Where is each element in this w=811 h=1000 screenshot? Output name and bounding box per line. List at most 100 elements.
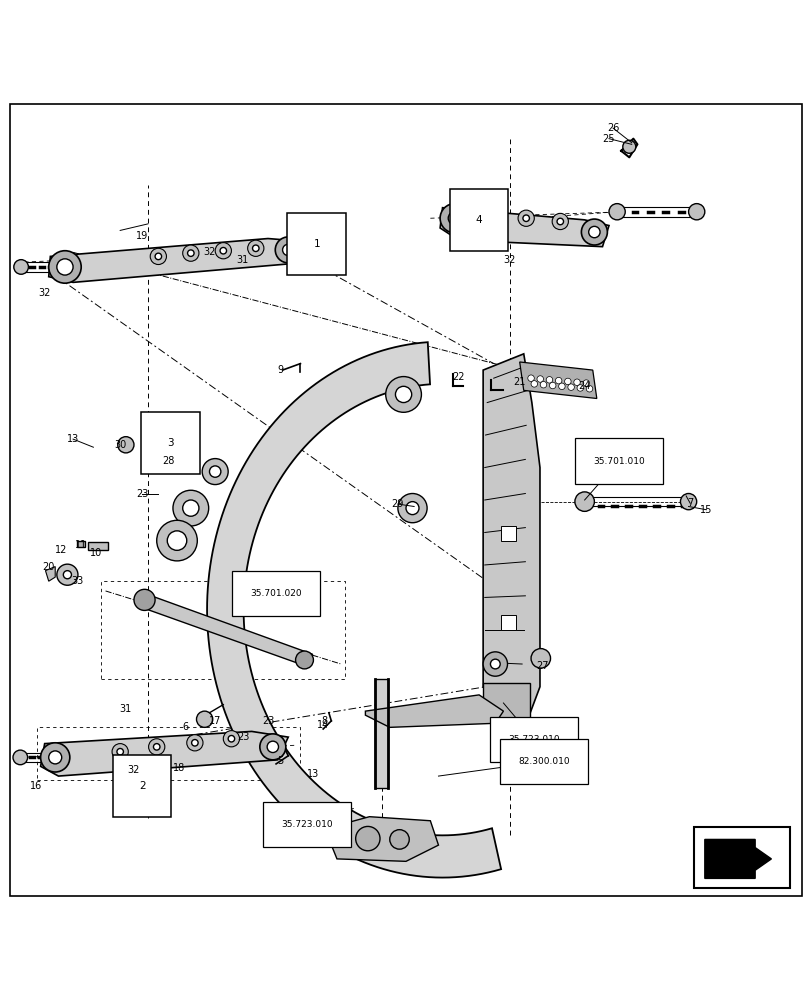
Text: 35.723.010: 35.723.010 [281,820,333,829]
Circle shape [517,210,534,226]
Circle shape [324,822,348,847]
Circle shape [41,743,70,772]
Text: 31: 31 [235,255,248,265]
Text: 14: 14 [316,720,329,730]
Circle shape [247,240,264,256]
Text: 6: 6 [182,722,188,732]
Circle shape [496,213,502,220]
Text: 9: 9 [277,365,283,375]
Text: 29: 29 [391,499,404,509]
Text: 23: 23 [261,716,274,726]
Circle shape [275,237,301,263]
Circle shape [63,571,71,579]
Circle shape [567,384,573,390]
Circle shape [440,204,469,233]
Text: 12: 12 [54,545,67,555]
Circle shape [57,259,73,275]
Circle shape [215,243,231,259]
Text: 35.723.010: 35.723.010 [508,735,560,744]
Text: 13: 13 [306,769,319,779]
Circle shape [191,740,198,746]
Bar [375,679,388,788]
Bar [500,615,515,630]
Circle shape [530,381,537,387]
Circle shape [564,378,570,385]
Polygon shape [519,362,596,398]
Text: 23: 23 [237,732,250,742]
Circle shape [295,651,313,669]
Text: 18: 18 [172,763,185,773]
Circle shape [355,826,380,851]
Text: 32: 32 [38,288,51,298]
Text: 3: 3 [167,438,174,448]
Text: 31: 31 [119,704,132,714]
Circle shape [134,589,155,610]
Text: 27: 27 [535,661,548,671]
Text: 15: 15 [699,505,712,515]
Circle shape [252,245,259,252]
Circle shape [161,456,174,469]
Text: 32: 32 [503,255,516,265]
Circle shape [555,377,561,384]
Circle shape [14,260,28,274]
Polygon shape [483,354,539,719]
Circle shape [173,490,208,526]
Polygon shape [45,567,55,581]
Circle shape [546,377,552,383]
Text: 35.701.010: 35.701.010 [592,457,644,466]
Circle shape [622,140,635,153]
Text: 21: 21 [513,377,526,387]
Text: 10: 10 [89,548,102,558]
Circle shape [182,500,199,516]
Bar [88,542,108,550]
Text: 16: 16 [30,781,43,791]
Circle shape [148,739,165,755]
Circle shape [490,659,500,669]
Circle shape [13,750,28,765]
Polygon shape [49,239,308,282]
Circle shape [389,830,409,849]
Circle shape [49,751,62,764]
Bar [77,541,85,547]
Circle shape [118,437,134,453]
Circle shape [182,245,199,261]
Text: 35.701.020: 35.701.020 [250,589,302,598]
Circle shape [680,494,696,510]
Circle shape [397,494,427,523]
Text: 5: 5 [277,756,283,766]
Circle shape [530,649,550,668]
Circle shape [608,204,624,220]
Circle shape [209,466,221,477]
Circle shape [187,735,203,751]
Text: 22: 22 [452,372,465,382]
Circle shape [536,376,543,382]
Circle shape [551,213,568,230]
Polygon shape [704,839,770,878]
Circle shape [448,212,461,225]
Text: 4: 4 [475,215,482,225]
Circle shape [153,744,160,750]
Text: 2: 2 [139,781,145,791]
Circle shape [581,219,607,245]
Text: 25: 25 [602,134,615,144]
Text: 82.300.010: 82.300.010 [517,757,569,766]
Circle shape [395,386,411,403]
Text: 32: 32 [127,765,140,775]
Text: 7: 7 [686,498,693,508]
Text: 19: 19 [135,231,148,241]
Circle shape [150,248,166,265]
Circle shape [260,734,285,760]
Circle shape [582,380,589,386]
Circle shape [167,531,187,550]
Text: 33: 33 [71,576,84,586]
Circle shape [202,459,228,485]
Polygon shape [41,731,288,776]
Text: 28: 28 [161,456,174,466]
Circle shape [117,748,123,755]
Polygon shape [136,593,312,666]
Circle shape [539,381,546,388]
Text: 1: 1 [313,239,320,249]
Text: 32: 32 [203,247,216,257]
Circle shape [573,379,580,386]
Circle shape [223,731,239,747]
